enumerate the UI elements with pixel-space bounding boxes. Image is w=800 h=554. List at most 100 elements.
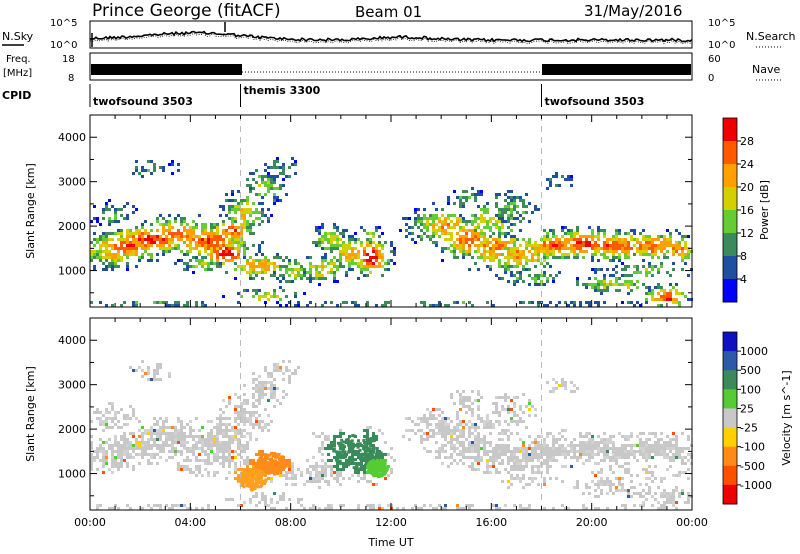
heatmap-cell [240,468,243,471]
heatmap-cell [159,363,162,366]
heatmap-cell [270,187,273,190]
heatmap-cell [657,486,660,489]
heatmap-cell [480,459,483,462]
heatmap-cell [504,211,507,214]
heatmap-cell [123,205,126,208]
heatmap-cell [456,223,459,226]
heatmap-cell [642,453,645,456]
heatmap-cell [615,244,618,247]
heatmap-cell [645,471,648,474]
heatmap-cell [135,453,138,456]
heatmap-cell [396,507,399,510]
heatmap-cell [579,241,582,244]
heatmap-cell [453,250,456,253]
heatmap-cell [105,247,108,250]
heatmap-cell [321,262,324,265]
heatmap-cell [126,256,129,259]
heatmap-cell [564,244,567,247]
heatmap-cell [255,453,258,456]
heatmap-cell [222,208,225,211]
heatmap-cell [168,426,171,429]
heatmap-cell [459,423,462,426]
heatmap-cell [144,453,147,456]
heatmap-cell [645,238,648,241]
heatmap-cell [186,268,189,271]
heatmap-cell [555,304,558,307]
heatmap-cell [171,160,174,163]
heatmap-cell [513,196,516,199]
heatmap-cell [201,474,204,477]
heatmap-cell [594,495,597,498]
heatmap-cell [195,447,198,450]
heatmap-cell [138,259,141,262]
heatmap-cell [492,411,495,414]
heatmap-cell [198,441,201,444]
heatmap-cell [177,169,180,172]
heatmap-cell [513,450,516,453]
heatmap-cell [99,411,102,414]
heatmap-cell [114,504,117,507]
heatmap-cell [456,247,459,250]
heatmap-cell [645,247,648,250]
heatmap-cell [618,477,621,480]
heatmap-cell [564,238,567,241]
heatmap-cell [597,453,600,456]
heatmap-cell [174,453,177,456]
heatmap-cell [510,196,513,199]
heatmap-cell [588,447,591,450]
heatmap-cell [249,417,252,420]
heatmap-cell [426,438,429,441]
heatmap-cell [636,474,639,477]
heatmap-cell [681,256,684,259]
heatmap-cell [336,480,339,483]
heatmap-cell [222,223,225,226]
heatmap-cell [450,220,453,223]
heatmap-cell [222,262,225,265]
heatmap-cell [651,480,654,483]
heatmap-cell [654,265,657,268]
heatmap-cell [108,253,111,256]
heatmap-cell [636,238,639,241]
heatmap-cell [567,507,570,510]
heatmap-cell [582,504,585,507]
heatmap-cell [327,507,330,510]
heatmap-cell [252,289,255,292]
heatmap-cell [546,444,549,447]
heatmap-cell [243,408,246,411]
heatmap-cell [276,387,279,390]
heatmap-cell [321,459,324,462]
heatmap-cell [483,250,486,253]
heatmap-cell [108,256,111,259]
heatmap-cell [267,467,271,471]
heatmap-cell [90,220,93,223]
heatmap-cell [282,461,286,465]
heatmap-cell [681,456,684,459]
heatmap-cell [600,292,603,295]
heatmap-cell [492,456,495,459]
heatmap-cell [114,411,117,414]
heatmap-cell [687,256,690,259]
heatmap-cell [204,226,207,229]
heatmap-cell [471,256,474,259]
heatmap-cell [423,414,426,417]
heatmap-cell [384,262,387,265]
heatmap-cell [237,417,240,420]
heatmap-cell [99,235,102,238]
heatmap-cell [546,238,549,241]
heatmap-cell [420,223,423,226]
heatmap-cell [666,241,669,244]
heatmap-cell [338,461,342,465]
heatmap-cell [363,449,367,453]
heatmap-cell [237,447,240,450]
heatmap-cell [261,214,264,217]
heatmap-cell [534,453,537,456]
heatmap-cell [144,244,147,247]
heatmap-cell [570,441,573,444]
heatmap-cell [321,226,324,229]
heatmap-cell [141,369,144,372]
heatmap-cell [284,464,288,468]
heatmap-cell [660,447,663,450]
heatmap-cell [249,172,252,175]
heatmap-cell [129,441,132,444]
heatmap-cell [462,202,465,205]
